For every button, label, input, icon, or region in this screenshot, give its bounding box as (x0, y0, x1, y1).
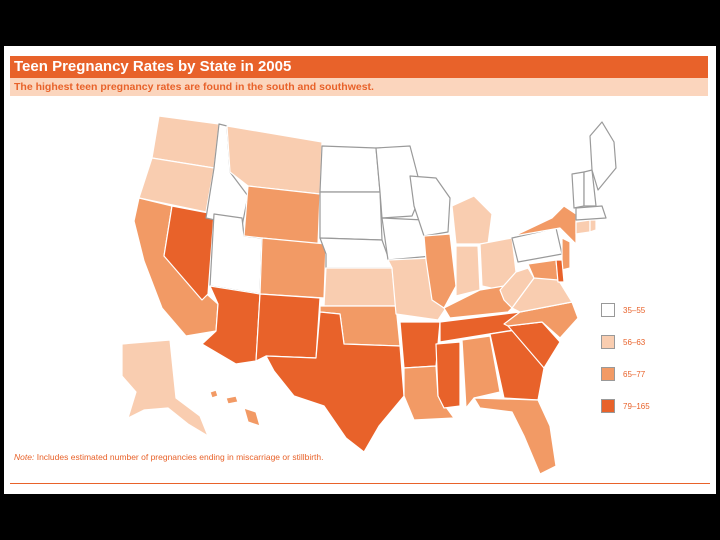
us-map (121, 115, 617, 475)
legend-swatch-3 (601, 367, 615, 381)
state-IN (455, 245, 481, 297)
state-MN (375, 145, 423, 219)
legend-item-3: 65–77 (601, 366, 650, 382)
state-HI (209, 389, 261, 427)
state-TX (265, 311, 405, 453)
legend-label-2: 56–63 (623, 337, 646, 347)
state-NH (583, 169, 597, 207)
legend-item-2: 56–63 (601, 334, 650, 350)
state-MI (451, 195, 493, 245)
state-AL (461, 335, 501, 409)
state-LA (403, 365, 455, 421)
footnote: Note: Includes estimated number of pregn… (14, 452, 324, 462)
slide: Teen Pregnancy Rates by State in 2005 Th… (4, 46, 716, 494)
state-MS (435, 341, 461, 409)
legend-swatch-2 (601, 335, 615, 349)
state-MA (575, 205, 607, 221)
state-CT (575, 219, 591, 235)
state-NE (319, 237, 393, 269)
page-subtitle: The highest teen pregnancy rates are fou… (10, 78, 708, 96)
state-MT (226, 125, 323, 195)
state-NM (255, 293, 321, 362)
state-KS (323, 267, 397, 307)
state-AR (399, 321, 441, 369)
state-DE (555, 259, 565, 283)
legend-label-1: 35–55 (623, 305, 646, 315)
state-NC (503, 301, 579, 339)
state-WI (409, 175, 451, 237)
state-WY (243, 185, 321, 245)
legend-item-1: 35–55 (601, 302, 650, 318)
state-NJ (561, 237, 571, 271)
map-legend: 35–55 56–63 65–77 79–165 (601, 302, 650, 430)
state-ME (589, 121, 617, 191)
state-CO (259, 237, 327, 299)
legend-swatch-4 (601, 399, 615, 413)
page-title: Teen Pregnancy Rates by State in 2005 (10, 56, 708, 78)
note-text: Includes estimated number of pregnancies… (36, 452, 324, 462)
legend-label-4: 79–165 (623, 401, 650, 411)
legend-swatch-1 (601, 303, 615, 317)
legend-item-4: 79–165 (601, 398, 650, 414)
state-AK (121, 339, 209, 437)
state-RI (589, 219, 597, 233)
bottom-divider (10, 483, 710, 484)
state-FL (473, 397, 557, 475)
legend-label-3: 65–77 (623, 369, 646, 379)
state-VT (571, 171, 585, 209)
state-SD (319, 191, 383, 241)
state-ND (319, 145, 381, 193)
note-label: Note: (14, 452, 35, 462)
